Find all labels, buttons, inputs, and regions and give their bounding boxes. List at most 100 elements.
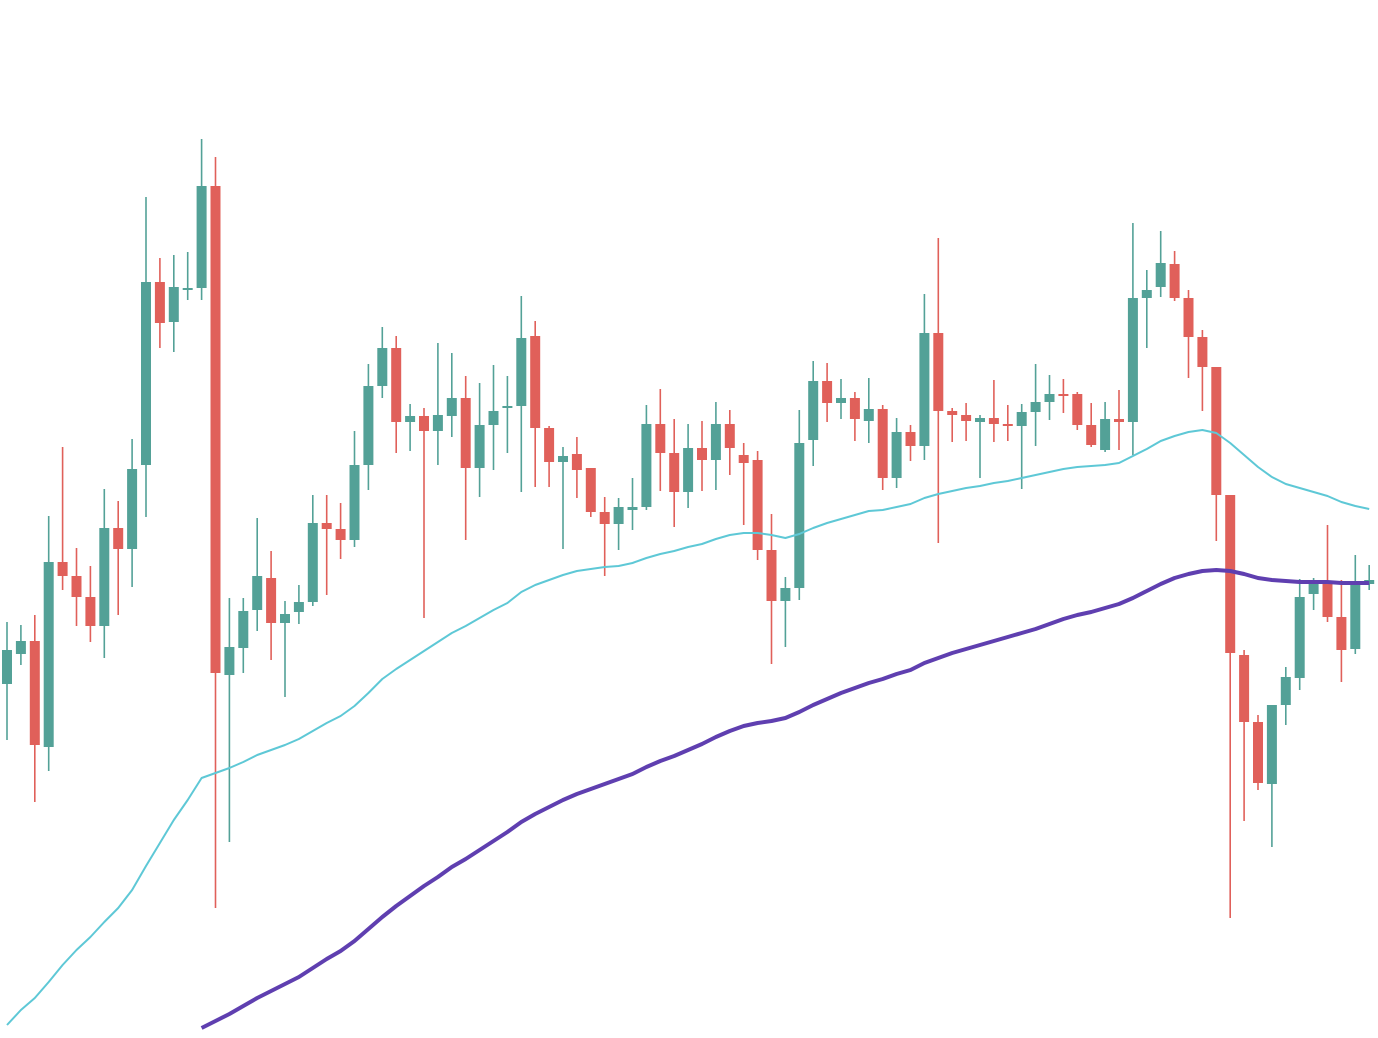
candle-body bbox=[15, 641, 26, 654]
candle-body bbox=[154, 282, 165, 323]
candle-body bbox=[905, 432, 916, 446]
candle-body bbox=[1169, 264, 1180, 298]
candle-body bbox=[641, 424, 652, 507]
candle-body bbox=[335, 529, 346, 540]
candle-body bbox=[766, 550, 777, 601]
candle-body bbox=[1211, 367, 1222, 495]
moving-average-line bbox=[200, 568, 1370, 1030]
candle-body bbox=[947, 411, 958, 415]
candle-body bbox=[1280, 677, 1291, 705]
candle-body bbox=[585, 468, 596, 512]
candle-body bbox=[1155, 263, 1166, 287]
candle-body bbox=[613, 507, 624, 524]
candle-body bbox=[488, 411, 499, 425]
candle-body bbox=[321, 523, 332, 529]
candle-body bbox=[1239, 655, 1250, 722]
candle-body bbox=[891, 432, 902, 478]
candle-body bbox=[391, 348, 402, 422]
candle-body bbox=[2, 650, 12, 684]
candle-body bbox=[280, 614, 290, 623]
candle-body bbox=[182, 288, 193, 290]
candle-body bbox=[224, 647, 235, 675]
candle-body bbox=[544, 428, 555, 462]
candle-body bbox=[1072, 394, 1083, 425]
candle-body bbox=[849, 398, 860, 419]
candle-body bbox=[822, 381, 833, 403]
candle-body bbox=[57, 562, 68, 576]
candle-body bbox=[460, 398, 471, 468]
candle-body bbox=[1058, 394, 1069, 396]
candle-body bbox=[599, 512, 610, 524]
candle-body bbox=[558, 456, 568, 462]
candle-body bbox=[252, 576, 263, 610]
candle-body bbox=[988, 418, 999, 424]
candle-body bbox=[1030, 402, 1041, 412]
candle-body bbox=[697, 448, 707, 460]
candle-body bbox=[1253, 722, 1263, 783]
candle-body bbox=[113, 528, 124, 549]
candle-body bbox=[1294, 597, 1305, 678]
candle-body bbox=[1266, 705, 1277, 784]
candle-body bbox=[502, 406, 513, 408]
candle-body bbox=[432, 415, 443, 431]
candle-body bbox=[1197, 337, 1208, 367]
candle-body bbox=[919, 333, 930, 446]
candle-body bbox=[293, 602, 304, 612]
candle-body bbox=[1225, 495, 1236, 653]
candle-body bbox=[168, 287, 179, 322]
candle-body bbox=[71, 576, 82, 597]
candle-body bbox=[836, 398, 846, 403]
candle-body bbox=[196, 186, 207, 288]
candle-body bbox=[99, 528, 110, 626]
candle-body bbox=[1141, 290, 1152, 298]
candle-body bbox=[1044, 394, 1055, 402]
candle-body bbox=[238, 611, 249, 648]
candle-body bbox=[516, 338, 527, 406]
candle-body bbox=[863, 409, 874, 421]
candle-body bbox=[752, 460, 763, 550]
candle-body bbox=[780, 588, 791, 601]
candle-body bbox=[627, 507, 638, 510]
candle-body bbox=[1308, 584, 1319, 594]
candle-body bbox=[975, 418, 985, 422]
candle-body bbox=[43, 562, 54, 747]
candle-body bbox=[1002, 424, 1013, 426]
candle-body bbox=[1183, 298, 1194, 337]
candle-body bbox=[961, 415, 972, 421]
candle-body bbox=[1336, 617, 1347, 650]
candle-body bbox=[933, 333, 944, 411]
candle-body bbox=[710, 424, 721, 460]
candle-body bbox=[1350, 582, 1361, 649]
candle-body bbox=[446, 398, 457, 416]
candle-body bbox=[127, 469, 138, 549]
candle-body bbox=[571, 454, 582, 470]
candle-body bbox=[1016, 412, 1027, 426]
candle-body bbox=[419, 416, 429, 431]
candle-body bbox=[405, 416, 416, 422]
candle-body bbox=[1086, 425, 1097, 445]
candle-body bbox=[683, 448, 694, 492]
candle-body bbox=[1100, 419, 1111, 450]
candle-body bbox=[474, 425, 485, 468]
candle-body bbox=[1322, 584, 1333, 617]
candle-body bbox=[655, 424, 666, 453]
candle-body bbox=[724, 424, 735, 448]
candle-body bbox=[210, 186, 221, 673]
candle-body bbox=[738, 455, 749, 463]
candle-body bbox=[669, 453, 680, 492]
candle-body bbox=[85, 597, 96, 626]
candle-body bbox=[363, 386, 374, 465]
candle-body bbox=[29, 641, 40, 745]
candle-body bbox=[808, 381, 819, 440]
candle-body bbox=[877, 409, 888, 478]
candle-body bbox=[349, 465, 360, 540]
candle-body bbox=[1114, 419, 1124, 422]
candle-body bbox=[530, 336, 541, 428]
candle-body bbox=[1127, 298, 1138, 422]
candle-body bbox=[307, 523, 318, 602]
candle-body bbox=[266, 578, 277, 623]
candle-body bbox=[141, 282, 151, 465]
candle-body bbox=[377, 348, 388, 386]
candle-body bbox=[794, 443, 805, 588]
